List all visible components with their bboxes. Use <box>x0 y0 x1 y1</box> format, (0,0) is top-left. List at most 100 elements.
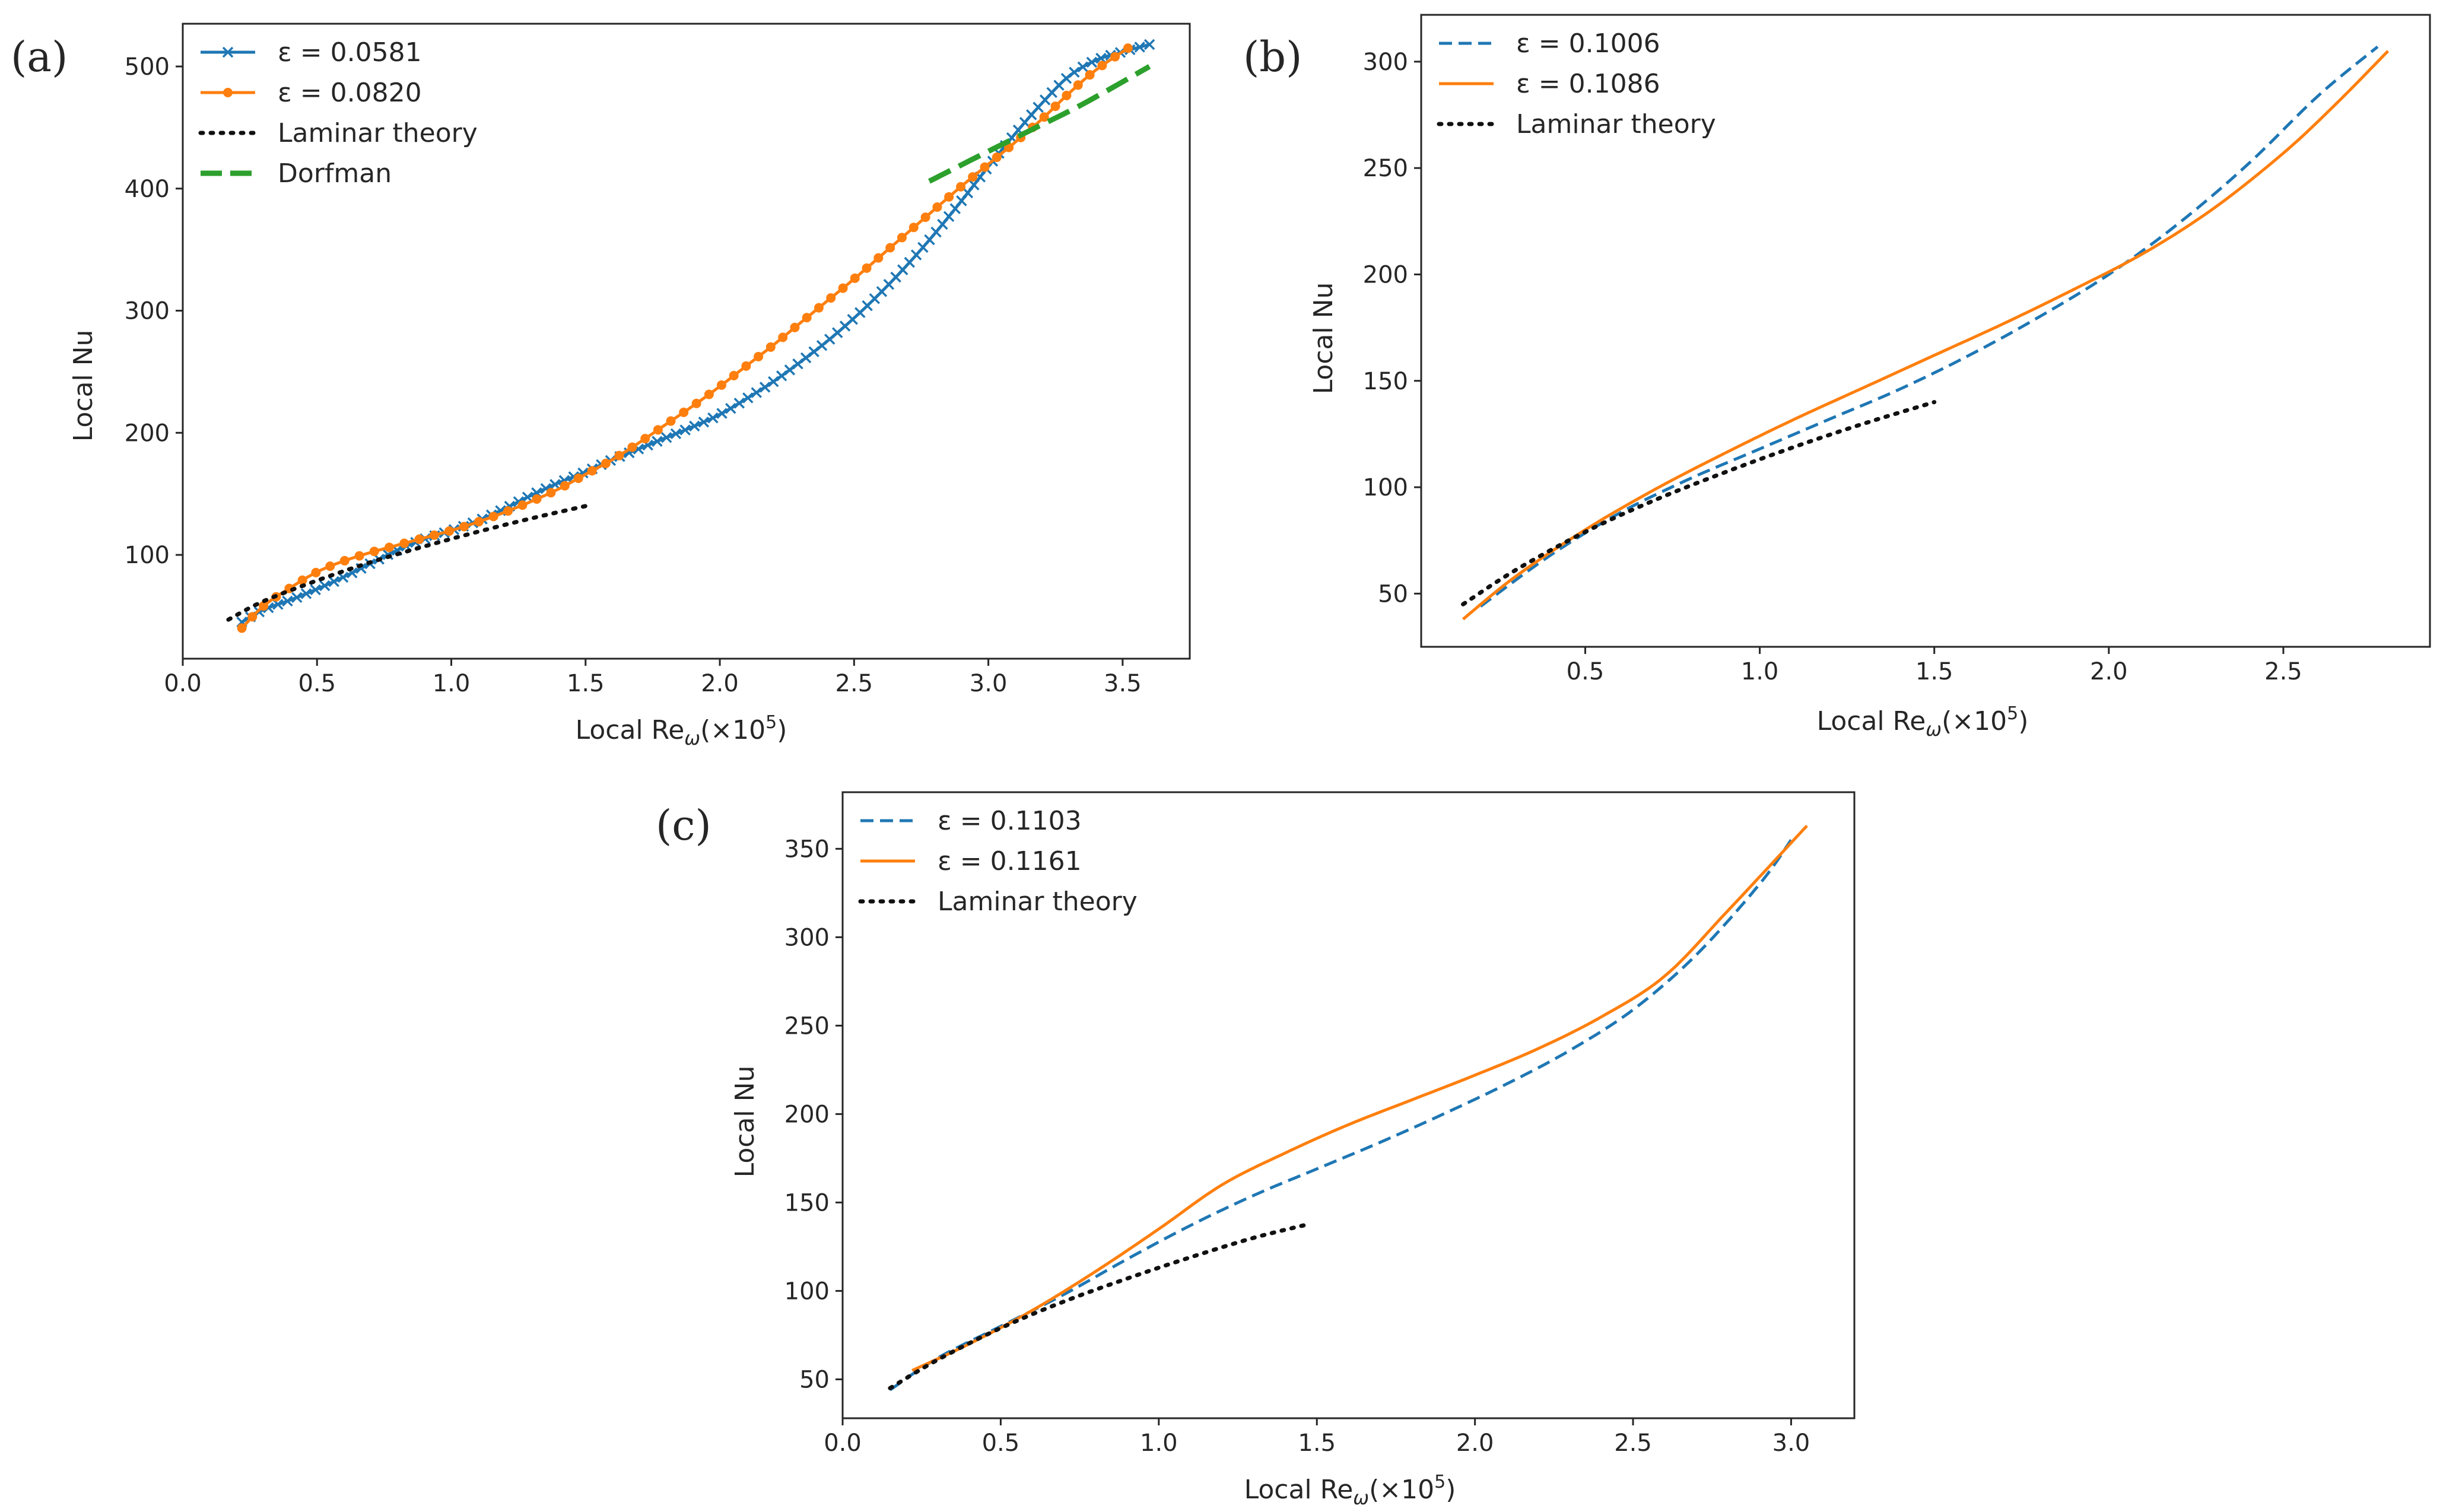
series-marker <box>339 555 350 566</box>
legend-label: ε = 0.1103 <box>938 806 1082 836</box>
y-tick-label: 300 <box>1363 49 1408 76</box>
series-marker <box>459 522 469 532</box>
series-marker <box>660 432 672 443</box>
y-tick-label: 100 <box>125 542 170 569</box>
series-marker <box>742 392 754 404</box>
series-marker <box>666 416 676 426</box>
series-marker <box>1050 101 1060 112</box>
legend-label: ε = 0.1161 <box>938 846 1082 876</box>
series-marker <box>653 425 663 435</box>
series-marker <box>369 547 379 557</box>
series-marker <box>1039 112 1049 122</box>
x-tick-label: 3.5 <box>1104 670 1142 697</box>
series-marker <box>300 588 312 599</box>
y-tick-label: 300 <box>784 924 830 951</box>
series-marker <box>1062 90 1072 100</box>
series-marker <box>956 195 967 207</box>
series-marker <box>1085 70 1095 80</box>
series-marker <box>1077 61 1089 72</box>
series-marker <box>679 424 691 436</box>
y-tick-label: 50 <box>1378 580 1408 608</box>
series-marker <box>319 580 331 592</box>
series-marker <box>414 534 424 544</box>
series-marker <box>944 192 954 202</box>
panel-c-series <box>888 824 1808 1392</box>
series-marker <box>932 202 942 212</box>
x-tick-label: 3.0 <box>970 670 1008 697</box>
x-tick-label: 0.5 <box>982 1430 1020 1457</box>
y-tick-label: 250 <box>784 1012 830 1040</box>
series-marker <box>354 551 364 561</box>
series-marker <box>754 351 764 361</box>
x-tick-label: 1.5 <box>1298 1430 1336 1457</box>
x-tick-label: 3.0 <box>1772 1430 1810 1457</box>
series-marker <box>759 382 771 393</box>
series-marker <box>444 526 455 536</box>
series-marker <box>992 153 1002 163</box>
series-marker <box>704 389 714 399</box>
series-marker <box>729 370 739 380</box>
legend-marker <box>222 46 234 58</box>
series-marker <box>601 459 611 469</box>
legend-label: ε = 0.1086 <box>1516 69 1660 99</box>
series-marker <box>778 332 788 342</box>
series-marker <box>614 450 624 460</box>
panel-c-plot: 0.0 0.5 1.0 1.5 2.0 2.5 3.0 50 100 150 200 250 300 35… <box>784 791 1856 1457</box>
series-marker <box>962 187 974 199</box>
panel-b-frame <box>1420 14 2431 648</box>
legend-label: Laminar theory <box>1516 109 1716 139</box>
series-marker <box>716 408 728 419</box>
series-marker <box>1060 72 1072 84</box>
series-marker <box>328 576 339 587</box>
panel-c-ylabel: Local Nu <box>730 1066 760 1178</box>
y-tick-label: 100 <box>1363 474 1408 501</box>
series-marker <box>474 517 484 527</box>
series-marker <box>310 584 321 596</box>
series-marker <box>627 442 637 452</box>
y-tick-label: 100 <box>784 1278 830 1305</box>
series-marker <box>1069 66 1080 78</box>
legend-label: Dorfman <box>278 158 392 189</box>
panel-a-plot: 0.0 0.5 1.0 1.5 2.0 2.5 3.0 3.5 100 200 300 400 500 ε… <box>125 23 1191 697</box>
panel-c: (c) 0.0 0.5 1.0 1.5 2.0 2.5 3.0 50 100 150 200 250 3… <box>656 791 1856 1509</box>
x-tick-label: 1.5 <box>1915 658 1953 685</box>
series-marker <box>1097 61 1107 71</box>
panel-c-frame <box>841 791 1856 1419</box>
series-marker <box>716 380 726 390</box>
y-tick-label: 250 <box>1363 155 1408 182</box>
series-marker <box>980 162 990 172</box>
series-line-a-2 <box>226 504 588 622</box>
series-marker <box>792 358 803 370</box>
series-marker <box>943 211 955 223</box>
series-marker <box>679 407 689 417</box>
series-marker <box>259 601 269 611</box>
x-tick-label: 0.5 <box>1567 658 1605 685</box>
legend-label: ε = 0.0820 <box>278 78 422 108</box>
series-marker <box>573 473 583 483</box>
series-line-c-1 <box>911 824 1808 1372</box>
series-marker <box>808 346 819 357</box>
panel-b-legend: ε = 0.1006 ε = 0.1086 Laminar theory <box>1437 28 1716 139</box>
x-tick-label: 1.0 <box>1140 1430 1178 1457</box>
series-marker <box>968 172 978 182</box>
panel-b-letter: (b) <box>1243 33 1302 81</box>
panel-b-ylabel: Local Nu <box>1308 282 1339 395</box>
series-marker <box>850 273 860 283</box>
series-marker <box>691 398 701 408</box>
y-tick-label: 350 <box>784 836 830 863</box>
panel-c-xlabel: Local Reω(×105) <box>1244 1472 1456 1509</box>
y-tick-label: 150 <box>1363 368 1408 395</box>
series-marker <box>325 561 335 571</box>
x-tick-label: 0.5 <box>298 670 336 697</box>
series-marker <box>826 293 836 303</box>
y-tick-label: 200 <box>1363 261 1408 288</box>
y-tick-label: 200 <box>784 1101 830 1128</box>
legend-label: Laminar theory <box>278 118 478 148</box>
x-tick-label: 1.0 <box>1741 658 1779 685</box>
series-marker <box>532 494 542 504</box>
x-tick-label: 2.0 <box>1456 1430 1494 1457</box>
series-marker <box>949 203 961 214</box>
x-tick-label: 2.0 <box>701 670 739 697</box>
panel-b-plot: 0.5 1.0 1.5 2.0 2.5 50 100 150 200 250 300 ε = 0.10… <box>1363 14 2431 685</box>
series-marker <box>689 420 700 432</box>
